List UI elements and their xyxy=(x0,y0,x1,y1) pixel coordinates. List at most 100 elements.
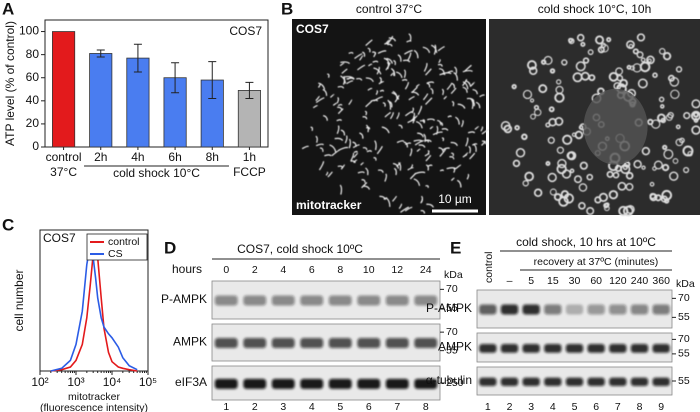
lane-label: 0 xyxy=(223,264,229,276)
mito xyxy=(515,148,526,158)
mito xyxy=(438,59,441,64)
bar xyxy=(52,31,76,148)
mito xyxy=(549,68,556,74)
mito xyxy=(424,139,432,143)
nucleus xyxy=(583,88,648,165)
mito xyxy=(340,164,345,170)
series-line xyxy=(50,243,138,372)
mito xyxy=(612,171,620,179)
mito xyxy=(437,46,445,52)
mito xyxy=(415,121,423,129)
band xyxy=(630,344,649,353)
mito xyxy=(653,160,663,170)
mito xyxy=(480,126,484,132)
mito xyxy=(424,153,430,157)
mito xyxy=(441,137,445,142)
band xyxy=(652,344,670,353)
mito xyxy=(457,103,466,109)
mito xyxy=(453,72,458,81)
mito xyxy=(530,113,536,120)
mito xyxy=(327,171,333,178)
mito xyxy=(454,66,458,74)
band xyxy=(587,344,605,353)
mito xyxy=(336,96,340,104)
mito xyxy=(420,210,426,214)
mito xyxy=(511,84,517,90)
x-tick-label: 10² xyxy=(31,375,48,389)
mito xyxy=(646,55,655,65)
mito xyxy=(672,158,679,164)
mito xyxy=(462,79,468,87)
mito xyxy=(354,53,363,60)
blot-title: cold shock, 10 hrs at 10ºC xyxy=(516,235,656,249)
mito xyxy=(568,38,575,45)
band xyxy=(357,338,381,349)
mito xyxy=(617,181,627,191)
x-tick-label: 4h xyxy=(131,150,144,164)
kda-label: 55 xyxy=(678,311,690,323)
lane-label: 15 xyxy=(547,275,559,287)
mito xyxy=(346,80,354,85)
mito xyxy=(393,167,397,176)
lane-header: hours xyxy=(172,262,202,276)
mito xyxy=(524,171,535,182)
mito xyxy=(334,137,344,141)
mito xyxy=(352,141,357,147)
mito xyxy=(375,90,379,96)
mito xyxy=(315,143,324,147)
mito xyxy=(576,33,585,42)
x-tick-label: control xyxy=(46,150,82,164)
row-label: P-AMPK xyxy=(426,301,472,315)
mito xyxy=(329,144,337,153)
error-bar xyxy=(245,81,254,100)
lane-label: 360 xyxy=(652,275,670,287)
micrograph-texture xyxy=(301,33,490,214)
x-tick-label: 6h xyxy=(168,150,181,164)
mito xyxy=(322,88,328,96)
mito xyxy=(332,102,338,106)
kda-label: 70 xyxy=(446,283,458,295)
bar xyxy=(89,53,113,148)
control-label: control xyxy=(483,251,495,283)
mito xyxy=(368,63,373,67)
mito xyxy=(526,60,537,71)
mito xyxy=(432,131,443,136)
legend-label: CS xyxy=(108,248,123,260)
lane-number: 1 xyxy=(223,401,229,412)
lane-number: 4 xyxy=(309,401,315,412)
kda-label: 70 xyxy=(678,333,690,345)
mito xyxy=(578,183,588,192)
mito xyxy=(367,87,373,91)
row-label: α-tubulin xyxy=(426,373,472,387)
mito xyxy=(561,59,568,66)
mito xyxy=(575,61,586,72)
lane-label: 8 xyxy=(337,264,343,276)
mito xyxy=(382,102,386,107)
mito xyxy=(427,150,430,155)
mito xyxy=(451,100,455,107)
y-axis-label: cell number xyxy=(12,269,26,331)
mito xyxy=(683,166,690,174)
mito xyxy=(439,73,446,76)
mito xyxy=(481,128,490,135)
mito xyxy=(562,134,573,145)
mito xyxy=(315,95,320,102)
mito xyxy=(431,44,438,53)
mito xyxy=(331,149,340,157)
kda-label: 55 xyxy=(678,375,690,387)
mito xyxy=(522,180,529,187)
mito xyxy=(403,141,409,148)
mito xyxy=(618,205,629,217)
mito xyxy=(641,146,651,156)
mito xyxy=(455,164,462,170)
band xyxy=(522,304,540,315)
image-cell-line: COS7 xyxy=(296,22,329,36)
row-label: AMPK xyxy=(438,340,472,354)
mito xyxy=(356,77,363,81)
lane-label: 10 xyxy=(363,264,375,276)
mito xyxy=(425,97,433,105)
y-axis-label: ATP level (% of control) xyxy=(3,21,17,146)
mito xyxy=(600,42,606,48)
mito xyxy=(396,140,405,144)
mito xyxy=(393,60,396,66)
